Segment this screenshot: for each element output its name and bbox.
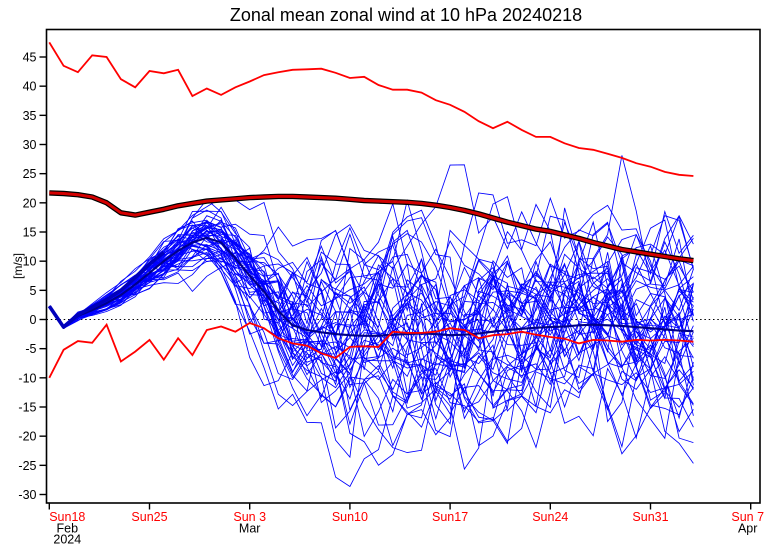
x-tick-label: Sun 3 (233, 510, 266, 524)
ensemble-member (48, 196, 694, 459)
y-tick-label: 10 (23, 255, 37, 269)
y-tick-label: -10 (18, 371, 36, 385)
ensemble-member (48, 223, 694, 440)
clim-mean-line (49, 190, 694, 264)
y-tick-label: 35 (23, 109, 37, 123)
upper-red-line (48, 41, 694, 177)
ensemble-member (48, 155, 694, 425)
x-tick-label: Sun25 (131, 510, 167, 524)
clim-mean-core (49, 191, 694, 263)
red-upper (48, 41, 694, 177)
ensemble-member (48, 214, 694, 424)
y-tick-label: 30 (23, 138, 37, 152)
chart-title: Zonal mean zonal wind at 10 hPa 20240218 (230, 5, 582, 25)
plot-frame (45, 28, 761, 504)
ensemble-member (48, 219, 694, 442)
ensemble-member (48, 243, 694, 471)
y-tick-label: 45 (23, 51, 37, 65)
x-sub-label: Mar (239, 522, 261, 536)
ensemble-members (48, 155, 694, 488)
x-sub-label: Feb (57, 522, 79, 536)
red-lower (48, 322, 694, 379)
y-axis-label: [m/s] (11, 253, 25, 279)
y-tick-label: -30 (18, 488, 36, 502)
ensemble-member (48, 215, 694, 364)
x-tick-label: Sun 7 (731, 510, 764, 524)
x-tick-label: Sun18 (49, 510, 85, 524)
lower-red-line (48, 322, 694, 379)
y-tick-label: 25 (23, 167, 37, 181)
y-tick-label: 15 (23, 226, 37, 240)
ensemble-member (48, 239, 694, 400)
x-sub-label: Apr (738, 522, 757, 536)
y-tick-label: -15 (18, 400, 36, 414)
y-tick-label: -20 (18, 430, 36, 444)
x-tick-label: Sun24 (532, 510, 568, 524)
frame-rect (45, 28, 761, 504)
x-tick-label: Sun10 (332, 510, 368, 524)
x-tick-label: Sun31 (632, 510, 668, 524)
ensemble-member (48, 220, 694, 445)
ensemble-member (48, 221, 694, 363)
y-tick-label: 20 (23, 196, 37, 210)
x-tick-label: Sun17 (432, 510, 468, 524)
x-sub-label: 2024 (53, 533, 81, 547)
y-tick-label: 5 (30, 284, 37, 298)
ensemble-mean (48, 236, 694, 337)
y-tick-label: 0 (30, 313, 37, 327)
y-tick-label: 40 (23, 80, 37, 94)
ensemble-member (48, 240, 694, 408)
analysis-line (47, 251, 165, 329)
ensemble-mean-line (48, 236, 694, 337)
analysis (47, 251, 165, 329)
y-tick-label: -5 (25, 342, 36, 356)
ensemble-member (48, 210, 694, 341)
y-axis: 45 40 35 30 25 20 15 10 5 0 -5 -10 -15 -20 -25 -30 (18, 51, 47, 502)
y-tick-label: -25 (18, 459, 36, 473)
